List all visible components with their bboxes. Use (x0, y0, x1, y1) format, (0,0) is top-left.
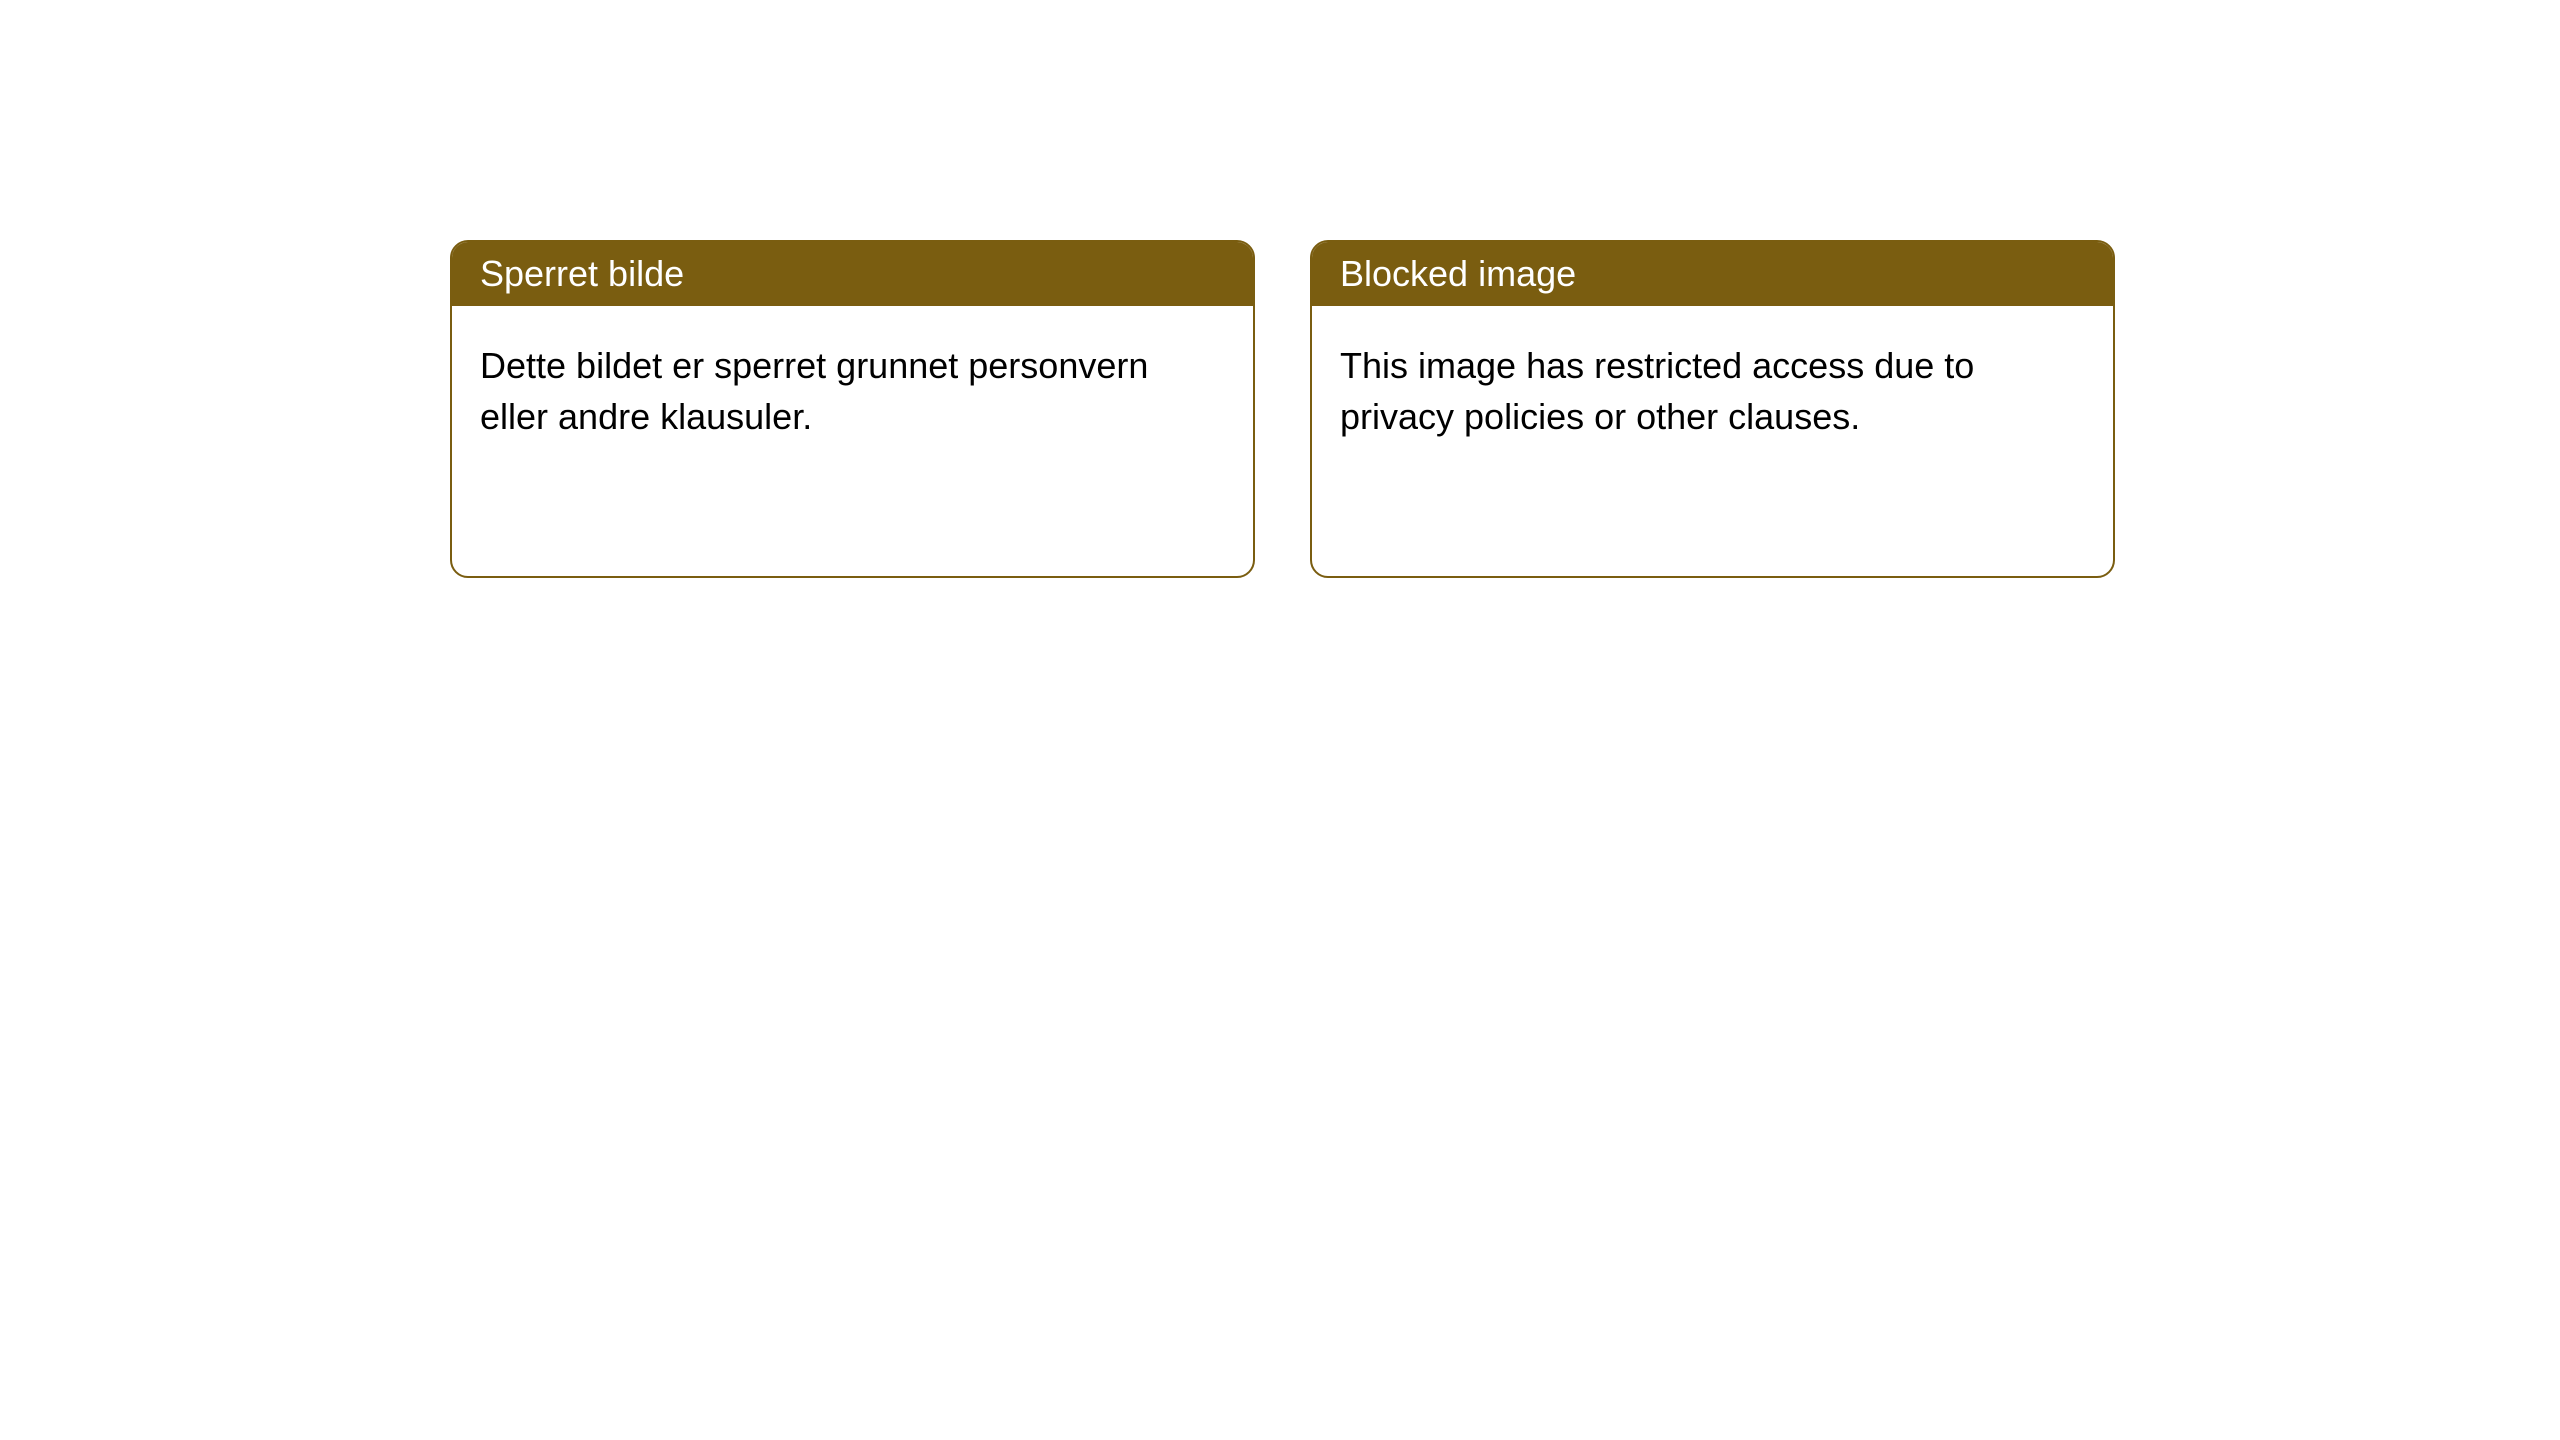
notice-card-container: Sperret bilde Dette bildet er sperret gr… (0, 0, 2560, 578)
notice-card-norwegian: Sperret bilde Dette bildet er sperret gr… (450, 240, 1255, 578)
notice-header: Sperret bilde (452, 242, 1253, 306)
notice-header: Blocked image (1312, 242, 2113, 306)
notice-body: Dette bildet er sperret grunnet personve… (452, 306, 1253, 476)
notice-card-english: Blocked image This image has restricted … (1310, 240, 2115, 578)
notice-body: This image has restricted access due to … (1312, 306, 2113, 476)
